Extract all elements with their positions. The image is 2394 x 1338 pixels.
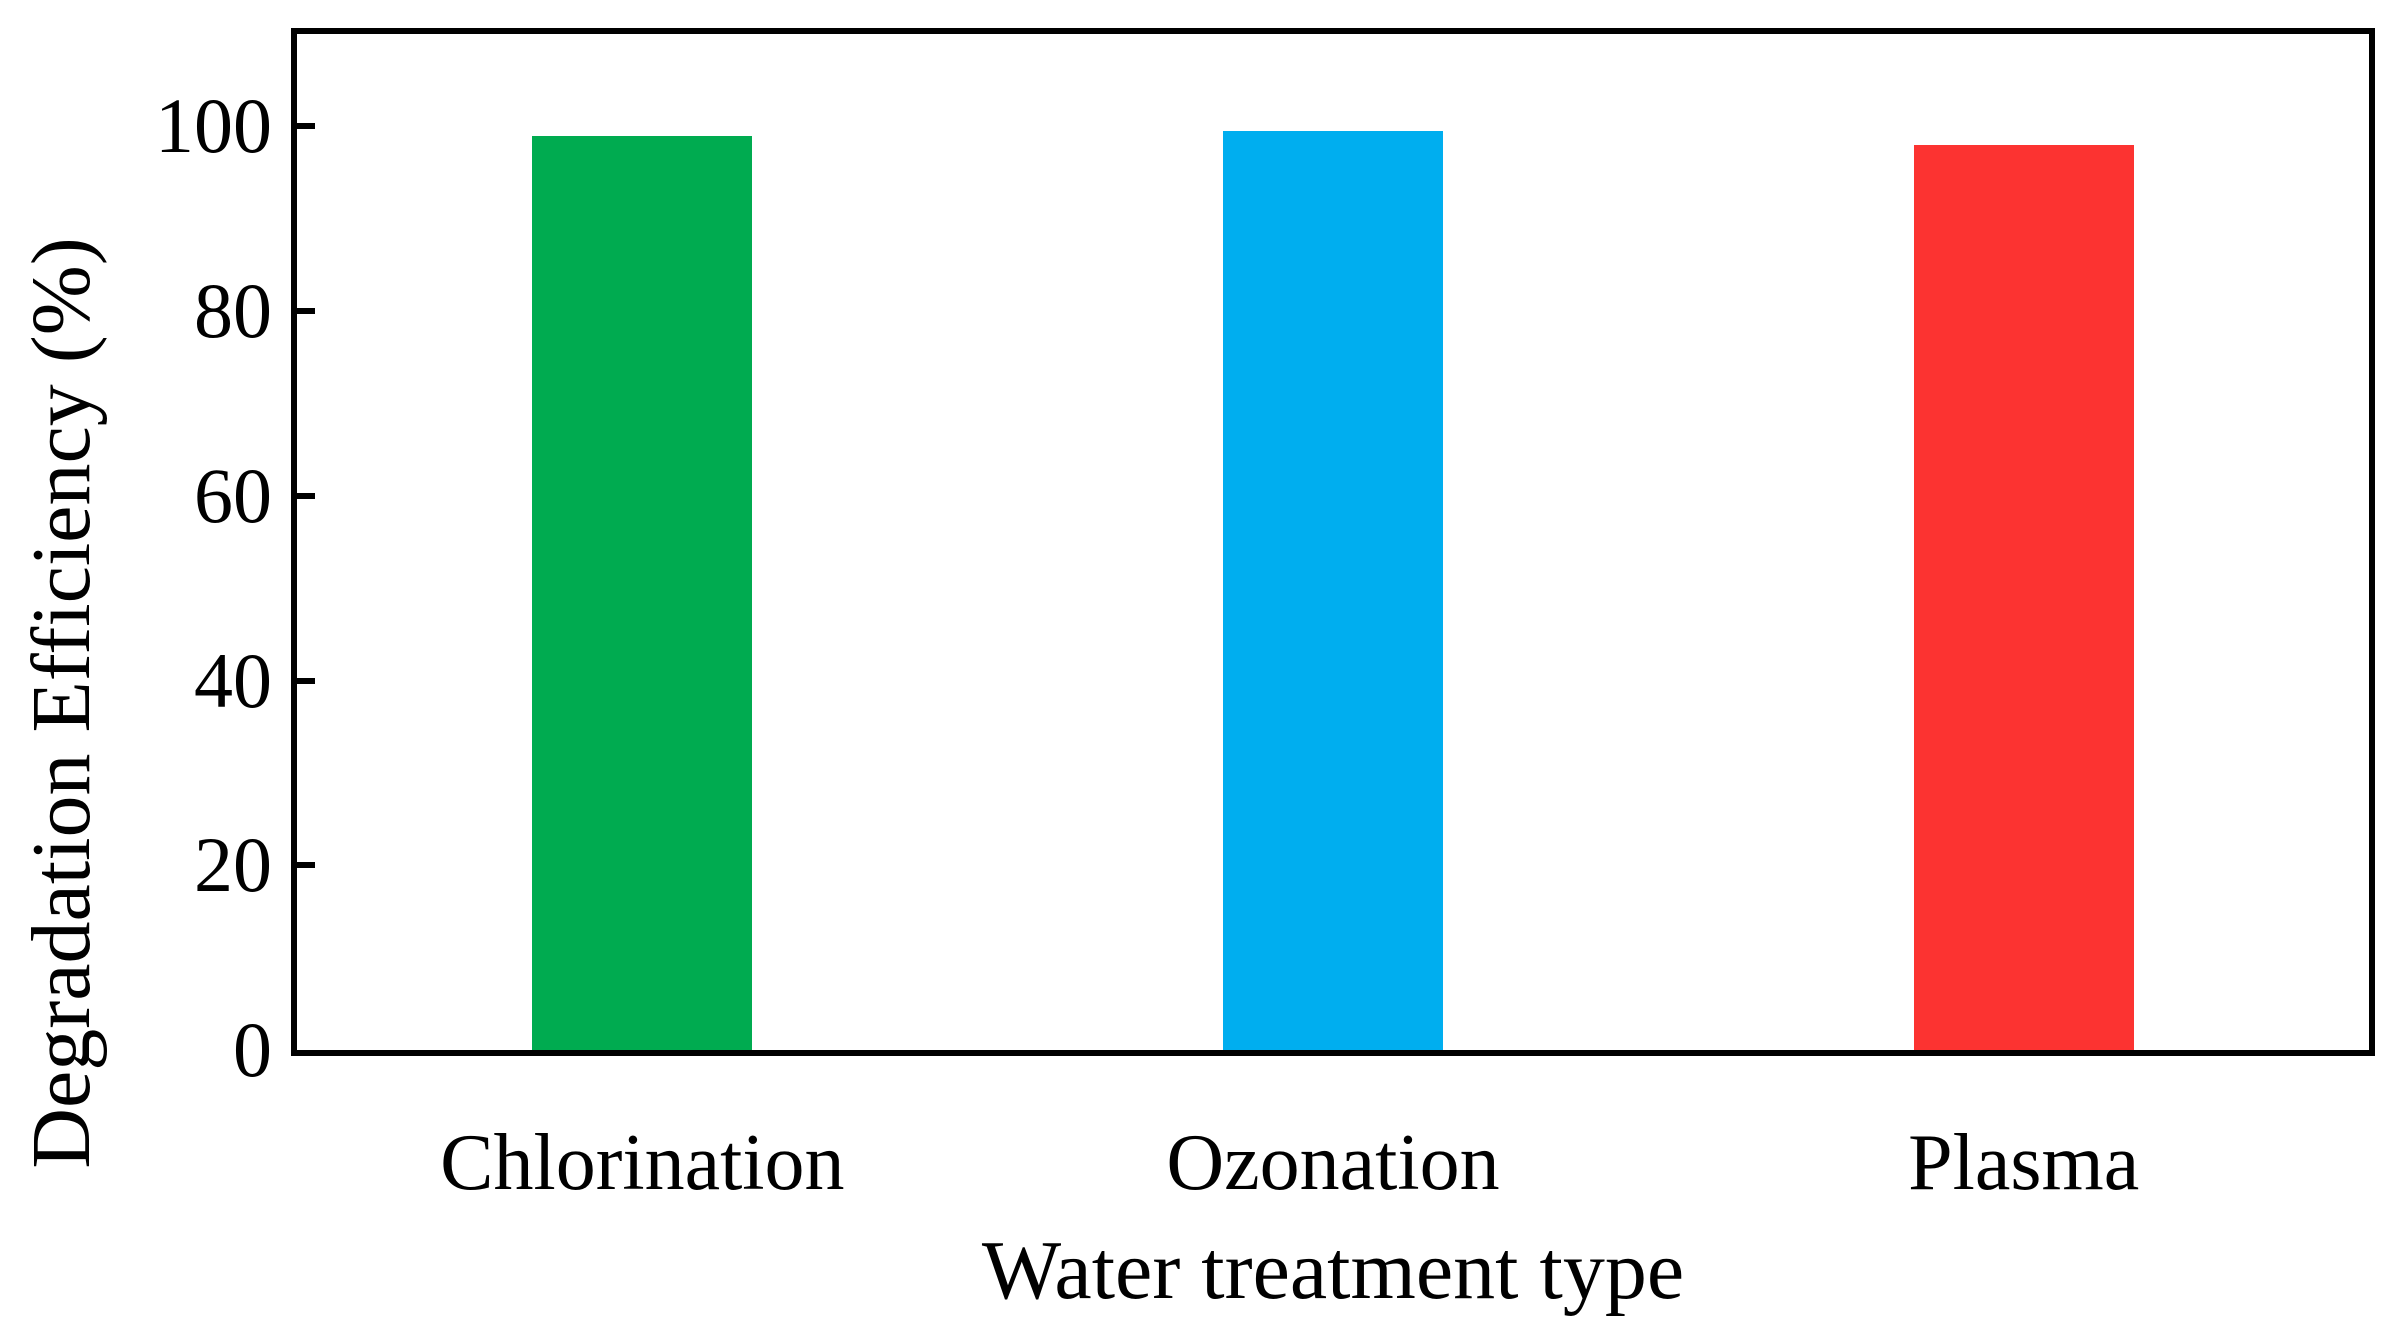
y-tick-label: 20 <box>194 821 272 909</box>
x-axis-title: Water treatment type <box>981 1224 1685 1317</box>
y-tick-mark <box>297 677 315 684</box>
bar-chlorination <box>532 135 753 1050</box>
x-tick-label: Plasma <box>1908 1119 2140 1207</box>
bar-ozonation <box>1223 130 1443 1050</box>
y-tick-mark <box>297 862 315 869</box>
x-tick-label: Chlorination <box>440 1119 845 1207</box>
y-tick-label: 80 <box>194 267 272 355</box>
y-tick-label: 100 <box>155 82 272 170</box>
bar-plasma <box>1913 144 2134 1050</box>
y-tick-label: 60 <box>194 451 272 539</box>
x-tick-label: Ozonation <box>1166 1119 1500 1207</box>
y-tick-mark <box>297 308 315 315</box>
plot-area <box>291 28 2375 1056</box>
y-tick-mark <box>297 123 315 130</box>
y-tick-label: 40 <box>194 636 272 724</box>
y-tick-label: 0 <box>233 1006 272 1093</box>
y-tick-mark <box>297 492 315 499</box>
